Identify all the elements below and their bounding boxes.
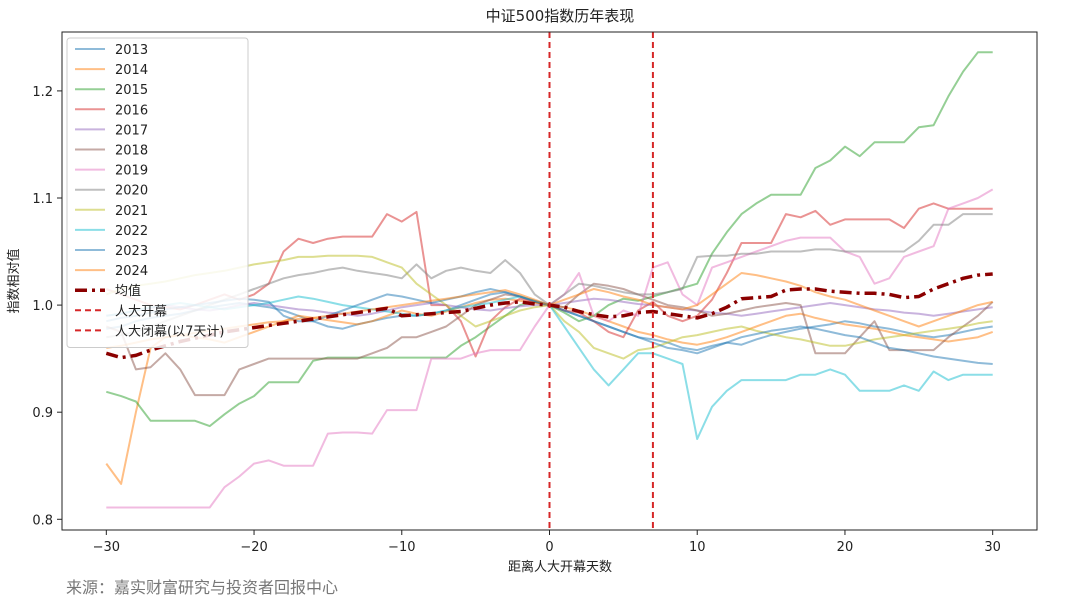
x-tick-label: 0 <box>545 540 553 555</box>
legend-label: 2022 <box>115 224 148 239</box>
y-axis-ticks: 0.8 0.9 1.0 1.1 1.2 <box>32 85 62 528</box>
legend-label: 2015 <box>115 83 148 98</box>
y-tick-label: 1.1 <box>32 192 53 207</box>
legend-label: 2019 <box>115 164 148 179</box>
legend-label: 2016 <box>115 103 148 118</box>
legend-label: 2023 <box>115 244 148 259</box>
x-tick-label: −20 <box>240 540 267 555</box>
legend-label: 人大闭幕(以7天计) <box>115 324 224 339</box>
legend-box <box>66 37 249 348</box>
legend-label: 2017 <box>115 123 148 138</box>
x-tick-label: −30 <box>93 540 120 555</box>
x-tick-label: 30 <box>984 540 1001 555</box>
legend-label: 2018 <box>115 144 148 159</box>
x-tick-label: −10 <box>388 540 415 555</box>
legend-label: 人大开幕 <box>115 304 167 319</box>
y-tick-label: 1.0 <box>32 299 53 314</box>
reference-lines <box>548 32 654 530</box>
y-tick-label: 0.9 <box>32 406 53 421</box>
y-tick-label: 1.2 <box>32 85 53 100</box>
y-tick-label: 0.8 <box>32 513 53 528</box>
x-axis-ticks: −30 −20 −10 0 10 20 30 <box>93 530 1001 555</box>
x-tick-label: 10 <box>689 540 706 555</box>
legend-label: 2021 <box>115 204 148 219</box>
y-axis-label: 指数相对值 <box>6 248 22 313</box>
legend-label: 2024 <box>115 264 148 279</box>
legend-label: 2020 <box>115 184 148 199</box>
x-axis-label: 距离人大开幕天数 <box>508 559 612 575</box>
source-note: 来源：嘉实财富研究与投资者回报中心 <box>66 578 339 597</box>
legend: 2013 2014 2015 2016 2017 2018 2019 2020 2021 2022… <box>66 37 249 348</box>
legend-label: 均值 <box>115 283 141 299</box>
chart-title: 中证500指数历年表现 <box>486 7 635 25</box>
legend-label: 2014 <box>115 63 148 78</box>
legend-label: 2013 <box>115 43 148 58</box>
x-tick-label: 20 <box>837 540 854 555</box>
